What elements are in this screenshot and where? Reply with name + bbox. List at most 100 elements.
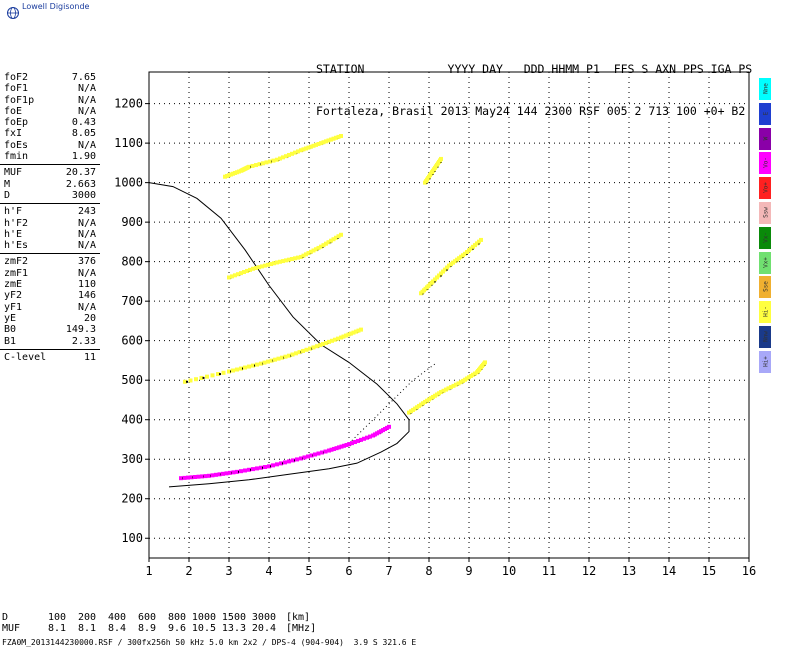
echo-point	[441, 388, 446, 393]
echo-point	[217, 472, 222, 477]
parameter-table: foF2 7.65 foF1 N/A foF1p N/A foE N/A foEp 0.43 fxI…	[0, 72, 100, 363]
echo-point-dark	[219, 373, 221, 376]
echo-point	[247, 364, 251, 369]
echo-point	[278, 156, 282, 161]
param-label: foF1	[4, 83, 29, 95]
legend-swatch: Ssw	[759, 201, 771, 224]
param-value: N/A	[77, 217, 96, 229]
echo-point	[216, 372, 220, 377]
x-tick-label: 11	[542, 564, 556, 578]
param-value: N/A	[77, 301, 96, 313]
echo-point	[330, 338, 334, 343]
echo-point	[339, 444, 344, 449]
echo-point	[287, 152, 291, 157]
echo-point	[251, 467, 255, 472]
echo-point	[483, 360, 487, 365]
trace	[423, 156, 443, 185]
echo-point	[290, 352, 295, 357]
param-label: yF1	[4, 301, 23, 313]
echo-point	[278, 259, 282, 264]
echo-point	[333, 337, 337, 342]
echo-point	[224, 471, 229, 476]
echo-point	[250, 163, 255, 168]
echo-point	[266, 262, 270, 267]
y-tick-label: 1000	[114, 176, 143, 190]
distance-value: 600	[137, 612, 156, 623]
trace	[223, 134, 343, 179]
echo-point	[248, 267, 252, 272]
legend-label: Vx-	[762, 231, 770, 243]
legend-swatch: Hi-	[759, 301, 771, 324]
echo-point	[227, 369, 231, 374]
echo-point	[214, 472, 218, 477]
echo-point	[247, 467, 251, 472]
param-value: 0.43	[71, 117, 96, 129]
echo-point	[336, 134, 341, 139]
echo-point	[239, 469, 243, 474]
param-separator	[0, 203, 100, 205]
echo-point	[339, 134, 343, 139]
param-row: yF1 N/A	[0, 302, 100, 313]
echo-point	[387, 424, 391, 429]
x-tick-label: 13	[622, 564, 636, 578]
param-label: yF2	[4, 290, 23, 302]
file-info: FZA0M_2013144230000.RSF / 300fx256h 50 k…	[2, 638, 417, 647]
legend-swatch: E	[759, 102, 771, 125]
x-tick-label: 7	[385, 564, 392, 578]
param-label: h'F	[4, 206, 23, 218]
echo-point	[324, 139, 328, 144]
echo-point	[267, 464, 271, 469]
legend-swatch: Nnw	[759, 325, 771, 348]
echo-point	[287, 459, 291, 464]
echo-point	[336, 336, 340, 341]
echo-point	[254, 163, 258, 168]
echo-point	[179, 476, 183, 481]
echo-point	[263, 465, 267, 470]
muf-value: 8.9	[137, 623, 156, 634]
param-value: N/A	[77, 94, 96, 106]
echo-point	[311, 345, 316, 350]
param-row: foF2 7.65	[0, 72, 100, 83]
param-label: foEs	[4, 139, 29, 151]
param-row: zmF1 N/A	[0, 268, 100, 279]
param-label: h'Es	[4, 240, 29, 252]
y-tick-label: 100	[121, 531, 143, 545]
muf-table: D 100 200 400 600 800 1000 1500 3000 [km…	[2, 612, 336, 634]
echo-point	[182, 475, 187, 480]
echo-point	[304, 347, 309, 352]
echo-point	[311, 248, 316, 253]
distance-unit: [km]	[286, 612, 311, 623]
param-row: D 3000	[0, 190, 100, 201]
echo-point	[183, 379, 187, 384]
echo-point	[271, 463, 275, 468]
echo-point	[251, 363, 255, 368]
globe-icon	[7, 7, 19, 19]
param-label: D	[4, 189, 11, 201]
echo-point	[309, 453, 314, 458]
echo-point	[275, 157, 279, 162]
param-value: N/A	[77, 267, 96, 279]
echo-point	[456, 381, 461, 386]
echo-point	[334, 446, 339, 451]
echo-point	[299, 456, 303, 461]
echo-point	[189, 475, 194, 480]
x-tick-label: 15	[702, 564, 716, 578]
echo-point	[337, 445, 341, 450]
legend-color-bar: Nne E W Vo- Vo+ Ssw Vx- Vx+ Sse Hi- Nnw Hi+	[759, 78, 771, 376]
param-value: 7.65	[71, 72, 96, 83]
legend-label: Vo+	[762, 182, 770, 194]
x-tick-label: 1	[145, 564, 152, 578]
param-separator	[0, 164, 100, 166]
param-label: foE	[4, 105, 23, 117]
echo-point	[273, 357, 277, 362]
station-header: STATION YYYY DAY DDD HHMM P1 FFS S AXN P…	[316, 34, 752, 132]
echo-point	[368, 434, 372, 439]
echo-point	[230, 274, 234, 279]
echo-point	[262, 360, 267, 365]
echo-point	[339, 335, 343, 340]
param-value: 1.90	[71, 151, 96, 163]
echo-point	[296, 149, 300, 154]
echo-point	[319, 244, 323, 249]
echo-point	[439, 390, 443, 395]
